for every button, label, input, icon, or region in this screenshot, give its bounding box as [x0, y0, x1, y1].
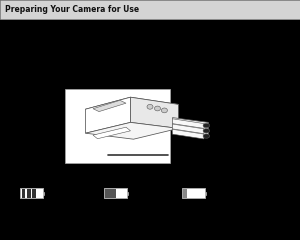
Ellipse shape	[203, 123, 210, 128]
Circle shape	[161, 108, 167, 113]
Bar	[105, 189, 116, 198]
Polygon shape	[93, 127, 130, 139]
Polygon shape	[130, 97, 178, 128]
Polygon shape	[172, 118, 208, 137]
Circle shape	[154, 106, 160, 111]
Polygon shape	[85, 122, 178, 139]
Bar	[20, 188, 43, 198]
Text: Preparing Your Camera for Use: Preparing Your Camera for Use	[5, 5, 140, 14]
Circle shape	[147, 104, 153, 109]
Bar	[32, 189, 36, 198]
Polygon shape	[85, 97, 130, 133]
Polygon shape	[172, 124, 204, 134]
Polygon shape	[172, 119, 204, 128]
Polygon shape	[172, 129, 204, 139]
Ellipse shape	[203, 129, 210, 133]
Polygon shape	[93, 100, 126, 112]
Bar	[64, 89, 170, 163]
Bar	[183, 189, 187, 198]
Bar	[27, 189, 31, 198]
Bar	[0, 0, 300, 19]
Bar	[104, 188, 127, 198]
Bar	[43, 192, 44, 195]
Bar	[182, 188, 205, 198]
Bar	[22, 189, 26, 198]
Bar	[127, 192, 128, 195]
Polygon shape	[85, 97, 178, 116]
Bar	[205, 192, 206, 195]
Ellipse shape	[203, 134, 210, 138]
